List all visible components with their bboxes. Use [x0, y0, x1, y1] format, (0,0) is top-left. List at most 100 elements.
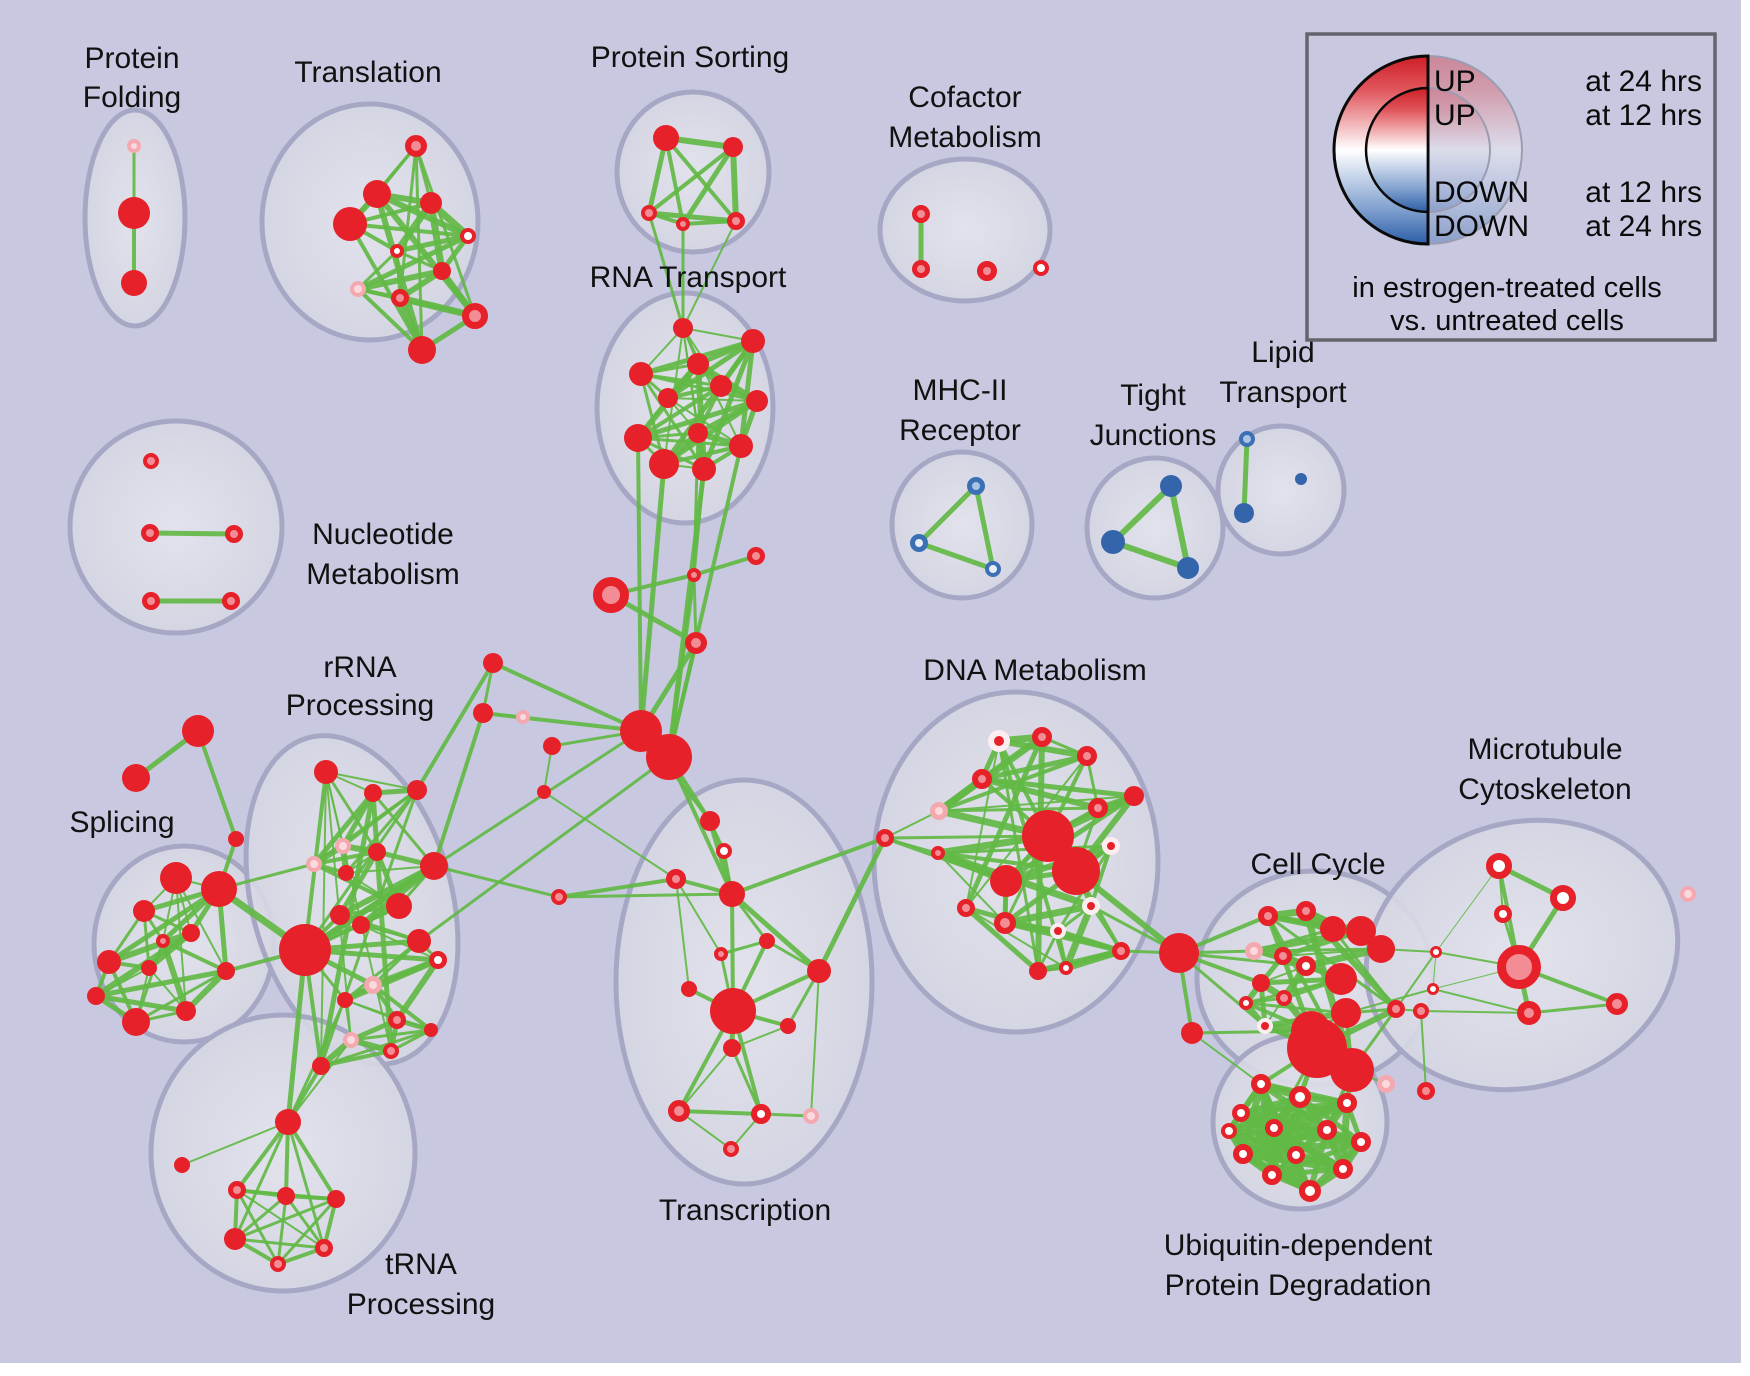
- node-ub-8: [1299, 1180, 1321, 1202]
- node-dm-12: [994, 912, 1016, 934]
- node-nm-1: [141, 524, 159, 542]
- node-tx-9: [780, 1018, 796, 1034]
- node-tr-6: [433, 262, 451, 280]
- edge-tj: [1110, 539, 1191, 571]
- edge-ps: [664, 136, 685, 226]
- node-sp-2: [133, 900, 155, 922]
- edge-rt: [661, 338, 756, 467]
- edge-tx: [729, 891, 822, 974]
- label-mt: Microtubule Cytoskeleton: [1458, 733, 1631, 806]
- edge-inter: [1345, 988, 1434, 1014]
- node-tr-10: [408, 336, 436, 364]
- node-dm-17: [1029, 962, 1047, 980]
- label-rt: RNA Transport: [590, 261, 787, 294]
- node-dm-5: [1088, 798, 1108, 818]
- node-tr-0: [405, 135, 427, 157]
- edge-inter: [884, 837, 939, 854]
- node-mt-4: [1497, 945, 1541, 989]
- node-lt-0: [1239, 431, 1255, 447]
- node-dm-11: [1102, 837, 1120, 855]
- node-nm-0: [143, 453, 159, 469]
- node-rr-4: [306, 856, 322, 872]
- edge-rr: [344, 788, 419, 875]
- edge-lt: [1241, 436, 1250, 516]
- edge-sp: [95, 967, 150, 997]
- node-mt-9: [1680, 886, 1696, 902]
- node-cc-0: [1258, 906, 1278, 926]
- node-ps-1: [723, 137, 743, 157]
- edge-rr: [371, 791, 436, 868]
- node-rt-2: [629, 362, 653, 386]
- legend-footer-1: vs. untreated cells: [1390, 305, 1624, 337]
- node-dm-18: [957, 899, 975, 917]
- edge-inter: [692, 554, 758, 577]
- node-dm-4: [930, 802, 948, 820]
- node-mt-7: [1517, 1001, 1541, 1025]
- edge-tp: [236, 1189, 325, 1249]
- node-cc-2: [1320, 916, 1346, 942]
- node-tx-3: [719, 881, 745, 907]
- node-rt-5: [658, 388, 678, 408]
- edge-ps: [647, 145, 735, 215]
- node-cc-1: [1296, 901, 1316, 921]
- node-tr-8: [391, 289, 409, 307]
- edge-tr: [356, 287, 424, 352]
- label-ub: Ubiquitin-dependent Protein Degradation: [1164, 1229, 1433, 1302]
- edge-ub: [1239, 1099, 1351, 1158]
- node-dm-14: [1050, 923, 1066, 939]
- node-cc-3: [1346, 916, 1376, 946]
- node-rr-2: [407, 780, 427, 800]
- edge-tr: [374, 191, 478, 319]
- edge-ps: [730, 144, 739, 224]
- node-tp-2: [228, 1181, 246, 1199]
- node-tj-0: [1160, 475, 1182, 497]
- node-tx-5: [714, 947, 728, 961]
- node-cf-0: [912, 205, 930, 223]
- edge-inter: [647, 211, 685, 330]
- edge-tp: [284, 1194, 326, 1250]
- edge-ub: [1226, 1100, 1350, 1134]
- legend-time-3: at 24 hrs: [1585, 210, 1702, 243]
- node-mid-16: [1159, 933, 1199, 973]
- edge-tp: [276, 1197, 338, 1266]
- node-mid-18: [1377, 1075, 1395, 1093]
- node-nm-4: [222, 592, 240, 610]
- edge-tp: [276, 1194, 288, 1266]
- edge-mhc: [973, 483, 996, 572]
- edge-inter: [816, 835, 888, 974]
- edge-ps: [664, 136, 738, 223]
- node-ub-0: [1251, 1074, 1271, 1094]
- edge-rr: [343, 939, 421, 1002]
- edge-tp: [181, 1121, 289, 1166]
- edge-mhc: [916, 540, 996, 572]
- node-tx-2: [666, 869, 686, 889]
- node-rt-4: [710, 375, 732, 397]
- node-rr-20: [312, 1057, 330, 1075]
- node-ub-10: [1233, 1144, 1253, 1164]
- legend-time-1: at 12 hrs: [1585, 99, 1702, 132]
- node-mid-3: [685, 632, 707, 654]
- node-tx-1: [716, 843, 732, 859]
- edge-mt: [1527, 1002, 1619, 1015]
- node-cc-5: [1245, 942, 1263, 960]
- edge-tp: [233, 1237, 326, 1250]
- cluster-ellipse-tr: [259, 101, 481, 343]
- node-mid-5: [646, 734, 692, 780]
- edge-tp: [233, 1197, 338, 1241]
- node-sp-0: [160, 862, 192, 894]
- node-tp-6: [315, 1239, 333, 1257]
- node-ps-0: [653, 125, 679, 151]
- node-tr-3: [420, 192, 442, 214]
- edge-tr: [414, 144, 424, 352]
- edge-tp: [233, 1120, 290, 1241]
- edge-mt: [1435, 865, 1500, 953]
- node-mid-10: [516, 710, 530, 724]
- node-tp-7: [270, 1256, 286, 1272]
- node-rr-9: [330, 905, 350, 925]
- edge-inter: [883, 836, 1008, 883]
- edge-tx: [731, 1025, 789, 1049]
- edge-inter: [432, 729, 643, 868]
- edge-sp: [175, 877, 187, 1012]
- label-rr: rRNA Processing: [286, 651, 434, 722]
- edge-inter: [543, 791, 677, 880]
